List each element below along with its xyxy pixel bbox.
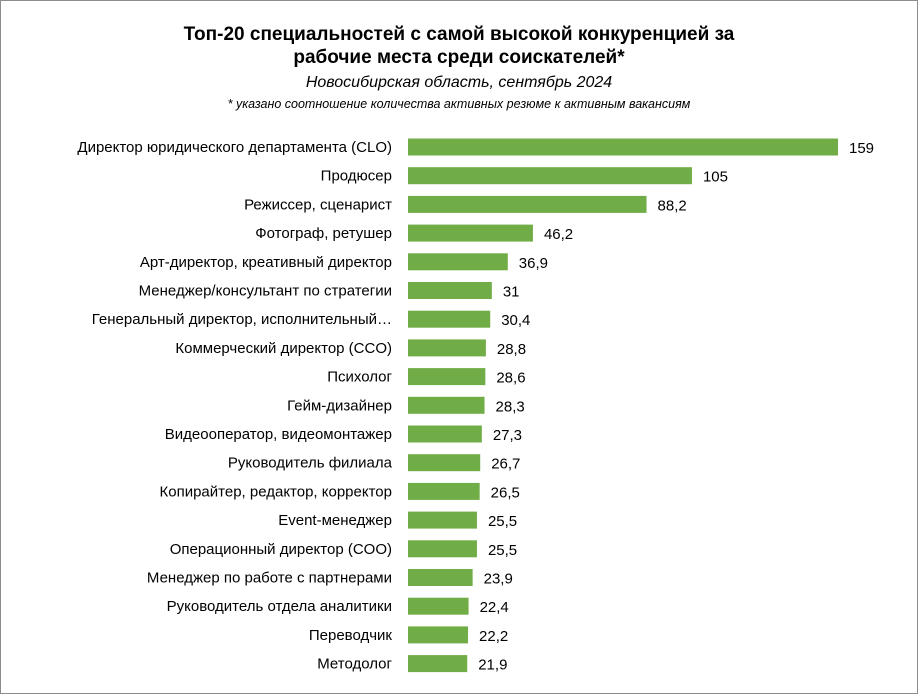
- category-label: Фотограф, ретушер: [255, 225, 392, 242]
- category-label: Видеооператор, видеомонтажер: [165, 426, 392, 443]
- category-label: Психолог: [327, 369, 392, 386]
- value-label: 23,9: [484, 571, 513, 588]
- bar: [408, 482, 480, 500]
- bar: [408, 224, 533, 242]
- value-label: 27,3: [493, 427, 522, 444]
- category-label: Гейм-дизайнер: [287, 397, 392, 414]
- value-label: 105: [703, 169, 728, 186]
- category-label: Продюсер: [321, 168, 392, 185]
- category-label: Менеджер/консультант по стратегии: [139, 283, 392, 300]
- bar: [408, 310, 491, 328]
- category-label: Руководитель отдела аналитики: [167, 598, 392, 615]
- bar: [408, 569, 473, 586]
- value-label: 159: [849, 140, 874, 157]
- value-label: 28,6: [496, 370, 525, 387]
- value-label: 31: [503, 284, 520, 301]
- bar: [408, 339, 486, 357]
- value-label: 26,5: [491, 484, 520, 501]
- bar: [408, 167, 692, 185]
- bar: [408, 138, 838, 156]
- value-label: 30,4: [501, 312, 530, 329]
- bar: [408, 368, 486, 386]
- chart-title-line-2: рабочие места среди соискателей*: [293, 47, 625, 68]
- bar: [408, 454, 481, 472]
- bar: [408, 540, 477, 558]
- chart-footnote: * указано соотношение количества активны…: [227, 97, 691, 111]
- category-label: Генеральный директор, исполнительный…: [92, 311, 392, 328]
- value-label: 88,2: [658, 197, 687, 214]
- category-label: Коммерческий директор (CCO): [175, 340, 392, 357]
- bar: [408, 282, 492, 299]
- category-label: Методолог: [317, 656, 392, 673]
- category-label: Директор юридического департамента (CLO): [77, 139, 392, 156]
- category-label: Менеджер по работе с партнерами: [147, 570, 392, 587]
- chart-title-line-1: Топ-20 специальностей с самой высокой ко…: [183, 24, 735, 45]
- value-label: 25,5: [488, 513, 517, 530]
- bar: [408, 597, 469, 615]
- bar: [408, 195, 647, 213]
- category-label: Режиссер, сценарист: [244, 196, 392, 213]
- value-label: 28,8: [497, 341, 526, 358]
- value-label: 26,7: [491, 456, 520, 473]
- category-label: Операционный директор (COO): [170, 541, 392, 558]
- value-label: 46,2: [544, 226, 573, 243]
- category-label: Переводчик: [309, 627, 393, 644]
- bar: [408, 655, 468, 673]
- value-label: 22,4: [480, 599, 509, 616]
- value-label: 21,9: [478, 657, 507, 674]
- value-label: 25,5: [488, 542, 517, 559]
- bar: [408, 253, 508, 271]
- category-label: Руководитель филиала: [228, 455, 393, 472]
- bar: [408, 396, 485, 414]
- category-label: Арт-директор, креативный директор: [140, 254, 392, 271]
- value-label: 28,3: [496, 398, 525, 415]
- bar: [408, 511, 477, 529]
- category-label: Event-менеджер: [278, 512, 392, 529]
- value-label: 36,9: [519, 255, 548, 272]
- category-label: Копирайтер, редактор, корректор: [160, 483, 393, 500]
- value-label: 22,2: [479, 628, 508, 645]
- bar: [408, 626, 469, 644]
- bar: [408, 425, 482, 443]
- chart-subtitle: Новосибирская область, сентябрь 2024: [305, 74, 613, 91]
